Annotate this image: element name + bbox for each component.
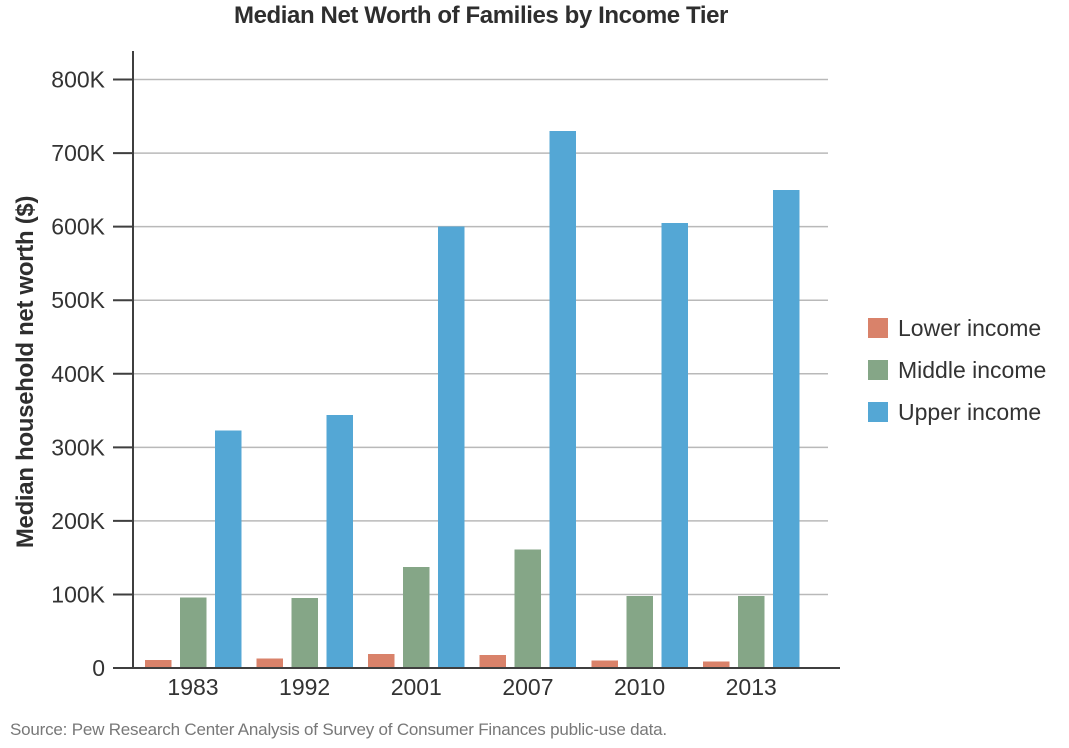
legend-swatch-middle-income <box>868 360 888 380</box>
x-tick-label: 2013 <box>726 674 777 700</box>
legend-swatch-lower-income <box>868 318 888 338</box>
legend-label-upper-income: Upper income <box>898 398 1042 425</box>
y-tick-label: 400K <box>51 361 105 387</box>
y-tick-label: 600K <box>51 214 105 240</box>
legend: Lower income Middle income Upper income <box>868 314 1047 443</box>
y-tick-label: 500K <box>51 287 105 313</box>
bar-middle-income-1983 <box>179 597 207 668</box>
legend-label-lower-income: Lower income <box>898 314 1042 341</box>
legend-swatch-upper-income <box>868 402 888 422</box>
bar-lower-income-2010 <box>591 660 618 668</box>
bar-upper-income-1992 <box>326 414 353 668</box>
bar-middle-income-2001 <box>403 567 430 668</box>
y-tick-label: 700K <box>51 140 105 166</box>
bar-upper-income-2010 <box>661 222 688 668</box>
bar-upper-income-2007 <box>549 130 577 668</box>
x-tick-label: 2007 <box>502 674 553 700</box>
y-tick-label: 0 <box>92 655 105 681</box>
bar-lower-income-1983 <box>144 659 172 668</box>
bar-middle-income-2013 <box>737 595 765 668</box>
bar-lower-income-2001 <box>368 654 395 668</box>
bar-middle-income-2010 <box>626 595 653 668</box>
y-tick-label: 300K <box>51 434 105 460</box>
y-tick-label: 100K <box>51 581 105 607</box>
bar-lower-income-2007 <box>479 654 507 668</box>
bar-lower-income-1992 <box>256 658 283 668</box>
bar-middle-income-1992 <box>291 598 318 668</box>
y-tick-label: 800K <box>51 67 105 93</box>
legend-item-upper-income: Upper income <box>868 398 1046 425</box>
legend-item-lower-income: Lower income <box>868 314 1046 341</box>
y-tick-label: 200K <box>51 508 105 534</box>
chart-title: Median Net Worth of Families by Income T… <box>233 2 728 29</box>
source-attribution: Source: Pew Research Center Analysis of … <box>10 720 667 739</box>
bar-upper-income-1983 <box>214 430 242 668</box>
bar-upper-income-2001 <box>438 226 465 668</box>
bar-middle-income-2007 <box>514 549 542 668</box>
bar-lower-income-2013 <box>702 661 730 668</box>
legend-label-middle-income: Middle income <box>898 356 1047 383</box>
x-tick-label: 1983 <box>167 674 218 700</box>
x-tick-label: 2001 <box>391 674 442 700</box>
legend-item-middle-income: Middle income <box>868 356 1047 383</box>
bar-upper-income-2013 <box>772 189 800 668</box>
x-tick-label: 1992 <box>279 674 330 700</box>
x-tick-label: 2010 <box>614 674 665 700</box>
